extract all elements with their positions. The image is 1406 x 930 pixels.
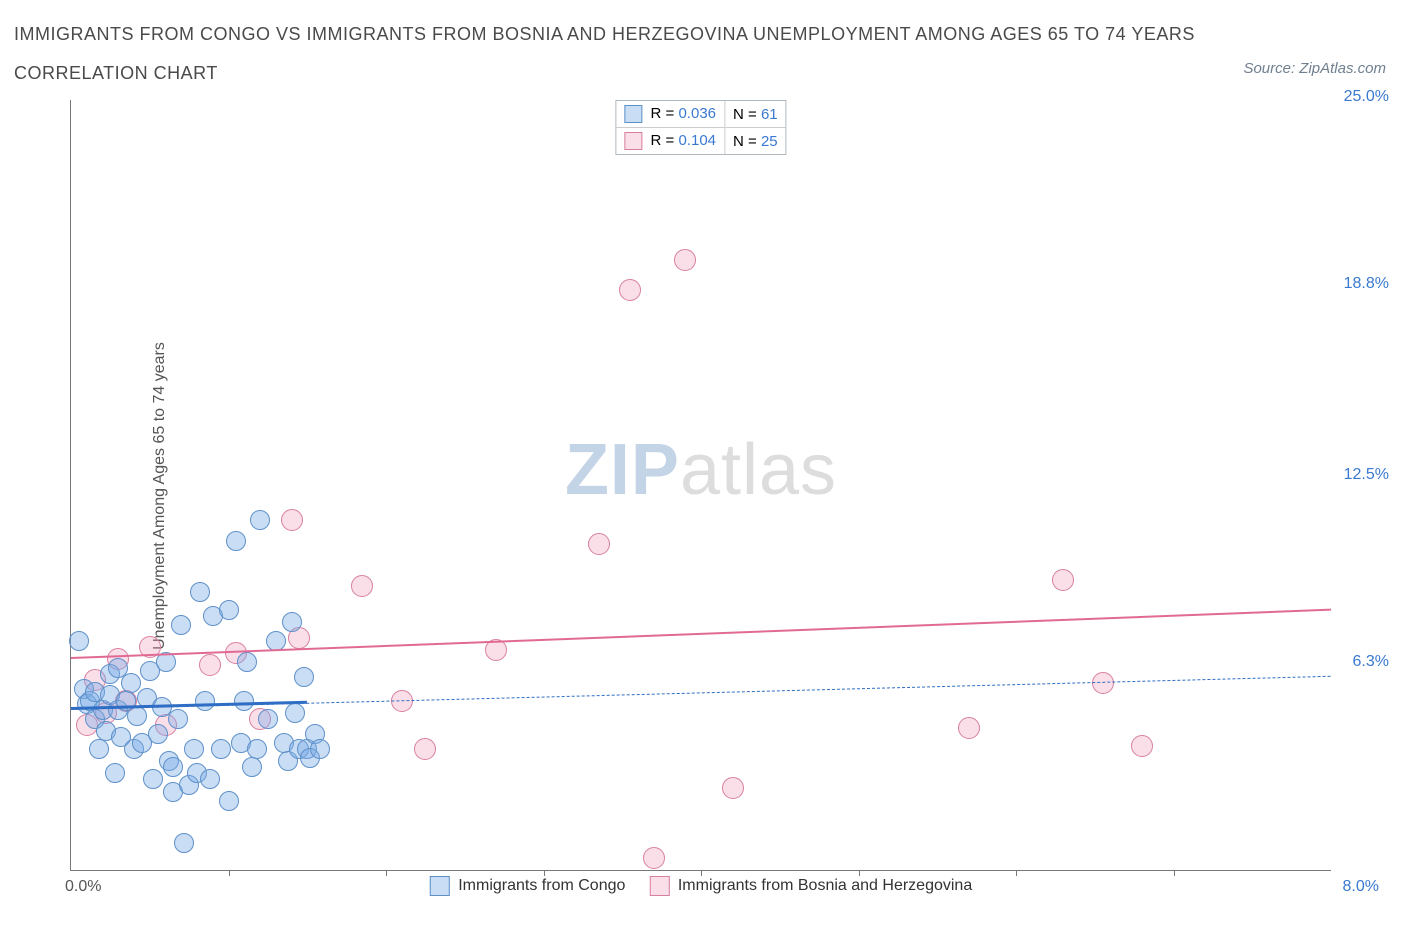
legend-item-bosnia: Immigrants from Bosnia and Herzegovina bbox=[649, 876, 972, 896]
data-point-bosnia bbox=[643, 847, 665, 869]
x-tick-mark bbox=[1016, 870, 1017, 876]
data-point-congo bbox=[195, 691, 215, 711]
x-tick-mark bbox=[1174, 870, 1175, 876]
data-point-congo bbox=[121, 673, 141, 693]
data-point-bosnia bbox=[619, 279, 641, 301]
watermark-atlas: atlas bbox=[680, 430, 837, 510]
data-point-congo bbox=[127, 706, 147, 726]
n-label: N = bbox=[733, 133, 757, 150]
data-point-congo bbox=[226, 531, 246, 551]
data-point-congo bbox=[105, 763, 125, 783]
data-point-bosnia bbox=[588, 533, 610, 555]
r-value-bosnia: 0.104 bbox=[678, 132, 716, 149]
data-point-congo bbox=[190, 582, 210, 602]
data-point-bosnia bbox=[281, 509, 303, 531]
x-tick-mark bbox=[544, 870, 545, 876]
trend-line-extrapolated bbox=[71, 676, 1331, 710]
legend-row-bosnia: R = 0.104 N = 25 bbox=[616, 128, 785, 155]
data-point-congo bbox=[242, 757, 262, 777]
chart-title-line-1: Immigrants from Congo vs Immigrants from… bbox=[14, 24, 1386, 45]
n-value-bosnia: 25 bbox=[761, 133, 778, 150]
chart-area: Unemployment Among Ages 65 to 74 years Z… bbox=[14, 100, 1392, 892]
data-point-congo bbox=[168, 709, 188, 729]
data-point-bosnia bbox=[674, 249, 696, 271]
data-point-bosnia bbox=[1052, 569, 1074, 591]
chart-title-line-2: Correlation Chart bbox=[14, 63, 1386, 84]
data-point-bosnia bbox=[722, 777, 744, 799]
data-point-congo bbox=[219, 791, 239, 811]
watermark: ZIPatlas bbox=[565, 429, 837, 511]
r-label: R = bbox=[651, 105, 675, 122]
correlation-legend: R = 0.036 N = 61 R = 0.104 N = 25 bbox=[615, 100, 786, 155]
y-tick-label: 12.5% bbox=[1344, 466, 1389, 484]
legend-label-congo: Immigrants from Congo bbox=[458, 877, 625, 894]
data-point-congo bbox=[174, 833, 194, 853]
data-point-congo bbox=[310, 739, 330, 759]
data-point-congo bbox=[234, 691, 254, 711]
data-point-congo bbox=[247, 739, 267, 759]
y-tick-label: 6.3% bbox=[1353, 653, 1389, 671]
data-point-congo bbox=[285, 703, 305, 723]
watermark-zip: ZIP bbox=[565, 430, 680, 510]
data-point-congo bbox=[184, 739, 204, 759]
swatch-congo bbox=[430, 876, 450, 896]
plot-region: ZIPatlas R = 0.036 N = 61 R = 0.104 N bbox=[70, 100, 1331, 871]
data-point-congo bbox=[69, 631, 89, 651]
legend-row-congo: R = 0.036 N = 61 bbox=[616, 101, 785, 128]
legend-item-congo: Immigrants from Congo bbox=[430, 876, 626, 896]
data-point-congo bbox=[250, 510, 270, 530]
chart-title-block: Immigrants from Congo vs Immigrants from… bbox=[14, 24, 1386, 84]
source-attribution: Source: ZipAtlas.com bbox=[1243, 60, 1386, 77]
data-point-bosnia bbox=[1131, 735, 1153, 757]
data-point-congo bbox=[148, 724, 168, 744]
data-point-congo bbox=[258, 709, 278, 729]
legend-label-bosnia: Immigrants from Bosnia and Herzegovina bbox=[678, 877, 972, 894]
data-point-congo bbox=[219, 600, 239, 620]
x-tick-max: 8.0% bbox=[1343, 878, 1379, 896]
y-tick-label: 25.0% bbox=[1344, 88, 1389, 106]
y-tick-label: 18.8% bbox=[1344, 275, 1389, 293]
data-point-congo bbox=[89, 739, 109, 759]
data-point-bosnia bbox=[199, 654, 221, 676]
n-label: N = bbox=[733, 106, 757, 123]
data-point-congo bbox=[143, 769, 163, 789]
data-point-bosnia bbox=[351, 575, 373, 597]
data-point-congo bbox=[200, 769, 220, 789]
x-tick-mark bbox=[859, 870, 860, 876]
swatch-congo bbox=[624, 105, 642, 123]
data-point-congo bbox=[237, 652, 257, 672]
x-tick-min: 0.0% bbox=[65, 878, 101, 896]
swatch-bosnia bbox=[649, 876, 669, 896]
r-label: R = bbox=[651, 132, 675, 149]
data-point-congo bbox=[282, 612, 302, 632]
data-point-congo bbox=[211, 739, 231, 759]
data-point-congo bbox=[171, 615, 191, 635]
x-tick-mark bbox=[701, 870, 702, 876]
x-tick-mark bbox=[229, 870, 230, 876]
data-point-bosnia bbox=[958, 717, 980, 739]
swatch-bosnia bbox=[624, 132, 642, 150]
data-point-congo bbox=[294, 667, 314, 687]
x-tick-mark bbox=[386, 870, 387, 876]
n-value-congo: 61 bbox=[761, 106, 778, 123]
data-point-bosnia bbox=[414, 738, 436, 760]
r-value-congo: 0.036 bbox=[678, 105, 716, 122]
series-legend: Immigrants from Congo Immigrants from Bo… bbox=[430, 876, 972, 896]
data-point-congo bbox=[163, 757, 183, 777]
trend-line bbox=[71, 608, 1331, 658]
data-point-congo bbox=[266, 631, 286, 651]
